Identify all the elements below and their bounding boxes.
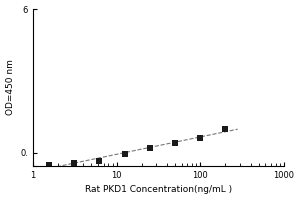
Point (72, 162, 77, 165)
Point (47, 163, 52, 166)
Point (223, 127, 228, 130)
Point (172, 141, 177, 144)
Point (97, 159, 102, 162)
Point (148, 147, 152, 150)
Point (198, 136, 203, 139)
Y-axis label: OD=450 nm: OD=450 nm (6, 60, 15, 115)
X-axis label: Rat PKD1 Concentration(ng/mL ): Rat PKD1 Concentration(ng/mL ) (85, 185, 232, 194)
Point (122, 153, 127, 156)
